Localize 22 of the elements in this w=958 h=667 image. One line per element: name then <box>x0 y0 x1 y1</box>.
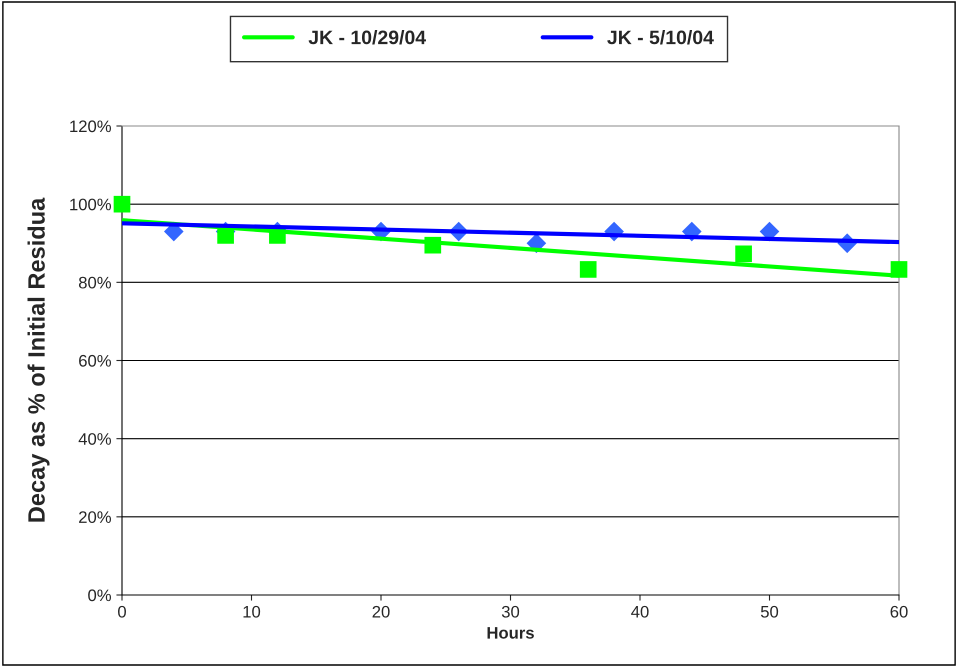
legend-label: JK - 5/10/04 <box>607 30 714 44</box>
point <box>735 245 752 262</box>
x-tick-label: 30 <box>502 606 520 618</box>
x-tick-label: 10 <box>244 606 260 618</box>
x-tick-label: 60 <box>890 606 908 618</box>
y-tick-label: 40% <box>78 433 111 445</box>
x-tick-label: 50 <box>760 606 778 618</box>
x-tick-label: 20 <box>372 606 390 618</box>
y-tick-label: 80% <box>78 276 111 289</box>
y-tick-label: 100% <box>70 198 111 210</box>
y-tick-label: 120% <box>70 120 111 132</box>
point <box>580 261 597 278</box>
point <box>114 196 130 212</box>
y-tick-label: 60% <box>79 354 111 367</box>
y-tick-label: 0% <box>88 589 111 602</box>
point <box>890 261 908 278</box>
x-tick-label: 0 <box>118 606 126 618</box>
x-tick-label: 40 <box>631 606 649 618</box>
y-tick-label: 20% <box>79 511 111 524</box>
x-axis-title: Hours <box>488 627 534 639</box>
legend-label: JK - 10/29/04 <box>308 30 426 44</box>
y-axis-title: Decay as % of Initial Residua <box>28 198 50 522</box>
